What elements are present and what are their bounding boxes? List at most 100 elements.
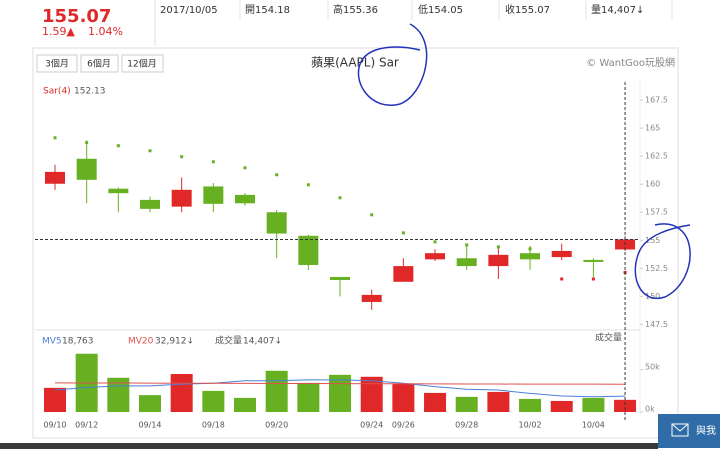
range-buttons: 3個月 6個月 12個月 xyxy=(36,54,164,73)
y-tick-label: 155 xyxy=(645,236,660,245)
sar-dot xyxy=(528,247,532,251)
legend-name: MV20 xyxy=(128,337,154,347)
sar-dot xyxy=(180,155,184,159)
legend-value: 152.13 xyxy=(74,87,106,97)
y-tick-label: 147.5 xyxy=(645,320,668,329)
panel-label: 成交量 xyxy=(595,332,622,344)
x-tick-label: 10/04 xyxy=(582,421,605,430)
plot: 147.5 150 152.5 155 157.5 160 162.5 165 167.5 0k 5… xyxy=(35,82,668,430)
quote-volume: 量14,407↓ xyxy=(591,4,644,16)
x-tick-label: 09/20 xyxy=(265,421,288,430)
x-tick-label: 09/28 xyxy=(455,421,478,430)
quote-row: 2017/10/05 開154.18 高155.36 低154.05 收155.… xyxy=(160,3,644,16)
chart-title: 蘋果(AAPL) Sar xyxy=(311,56,399,70)
candle-body xyxy=(108,188,129,194)
y-tick-label: 157.5 xyxy=(645,208,668,217)
volume-bar xyxy=(170,374,193,412)
candle-body xyxy=(551,250,572,258)
candle-body xyxy=(361,294,382,302)
sar-dot xyxy=(433,240,437,244)
x-tick-label: 09/10 xyxy=(43,421,66,430)
hand-annotation xyxy=(634,223,691,300)
volume-bar xyxy=(455,396,478,412)
candle-body xyxy=(171,189,192,207)
legend-value: 32,912↓ xyxy=(155,337,194,347)
candle-body xyxy=(520,253,541,260)
volume-bar xyxy=(519,398,542,412)
sar-dot xyxy=(85,141,89,145)
candle-body xyxy=(393,266,414,282)
y-tick-label: 152.5 xyxy=(645,264,668,273)
sar-dot xyxy=(148,149,152,153)
volume-bar xyxy=(139,395,162,412)
y-tick-label: 165 xyxy=(645,124,660,133)
sar-dot xyxy=(275,173,279,177)
x-tick-label: 09/14 xyxy=(138,421,161,430)
sar-dot xyxy=(496,245,500,249)
ma-line xyxy=(54,382,626,385)
contact-button[interactable] xyxy=(658,414,720,448)
sar-dot xyxy=(401,231,405,235)
sar-dot xyxy=(53,136,57,140)
change: 1.59▲ xyxy=(42,25,75,38)
x-tick-label: 09/12 xyxy=(75,421,98,430)
range-button[interactable] xyxy=(121,54,164,73)
candle-body xyxy=(425,253,446,260)
bottom-bar xyxy=(0,443,658,449)
sar-dot xyxy=(116,144,120,148)
x-tick-label: 09/24 xyxy=(360,421,383,430)
sar-dot xyxy=(306,183,310,187)
copyright: © WantGoo玩股網 xyxy=(586,56,675,69)
legend-value: 18,763 xyxy=(62,337,94,347)
quote-high: 高155.36 xyxy=(333,3,378,16)
candle-body xyxy=(203,186,224,204)
volume-bar xyxy=(550,400,573,412)
volume-bar xyxy=(202,390,225,412)
range-button-label[interactable]: 6個月 xyxy=(87,58,111,70)
legend-name: 成交量 xyxy=(215,335,242,347)
range-button[interactable] xyxy=(36,54,78,73)
sar-dot xyxy=(591,277,595,281)
y-tick-label: 160 xyxy=(645,180,660,189)
contact-label[interactable]: 與我 xyxy=(696,424,716,437)
hand-annotation xyxy=(357,23,428,106)
change-pct: 1.04% xyxy=(88,25,123,38)
candle-body xyxy=(488,254,509,267)
range-button-label[interactable]: 12個月 xyxy=(127,58,156,70)
volume-bar xyxy=(487,391,510,412)
volume-bar xyxy=(424,392,447,412)
candle-body xyxy=(298,235,319,265)
y-tick-label: 162.5 xyxy=(645,152,668,161)
candle-body xyxy=(140,199,161,209)
range-button[interactable] xyxy=(80,54,119,73)
volume-bar xyxy=(44,387,66,412)
price: 155.07 xyxy=(42,6,111,27)
x-tick-label: 09/26 xyxy=(392,421,415,430)
chart-frame xyxy=(32,47,679,439)
x-tick-label: 09/18 xyxy=(202,421,225,430)
volume-bar xyxy=(265,370,288,412)
volume-bar xyxy=(582,397,605,412)
mail-icon xyxy=(671,423,689,437)
quote-open: 開154.18 xyxy=(245,4,290,16)
sar-dot xyxy=(338,196,342,200)
volume-bar xyxy=(360,376,383,412)
quote-low: 低154.05 xyxy=(418,3,463,16)
legend-name: Sar(4) xyxy=(43,87,71,97)
sar-dot xyxy=(370,213,374,217)
volume-bar xyxy=(297,382,320,412)
candle-body xyxy=(583,259,604,262)
candle-body xyxy=(76,158,97,180)
quote-separators xyxy=(239,0,673,20)
y-tick-label: 167.5 xyxy=(645,96,668,105)
range-button-label[interactable]: 3個月 xyxy=(45,58,69,70)
volume-bar xyxy=(234,397,257,412)
ma-line xyxy=(54,379,626,398)
candle-body xyxy=(45,171,65,184)
candle-body xyxy=(456,258,477,267)
quote-date: 2017/10/05 xyxy=(160,5,218,16)
sar-dot xyxy=(243,166,247,170)
y-tick-label: 0k xyxy=(645,405,655,414)
